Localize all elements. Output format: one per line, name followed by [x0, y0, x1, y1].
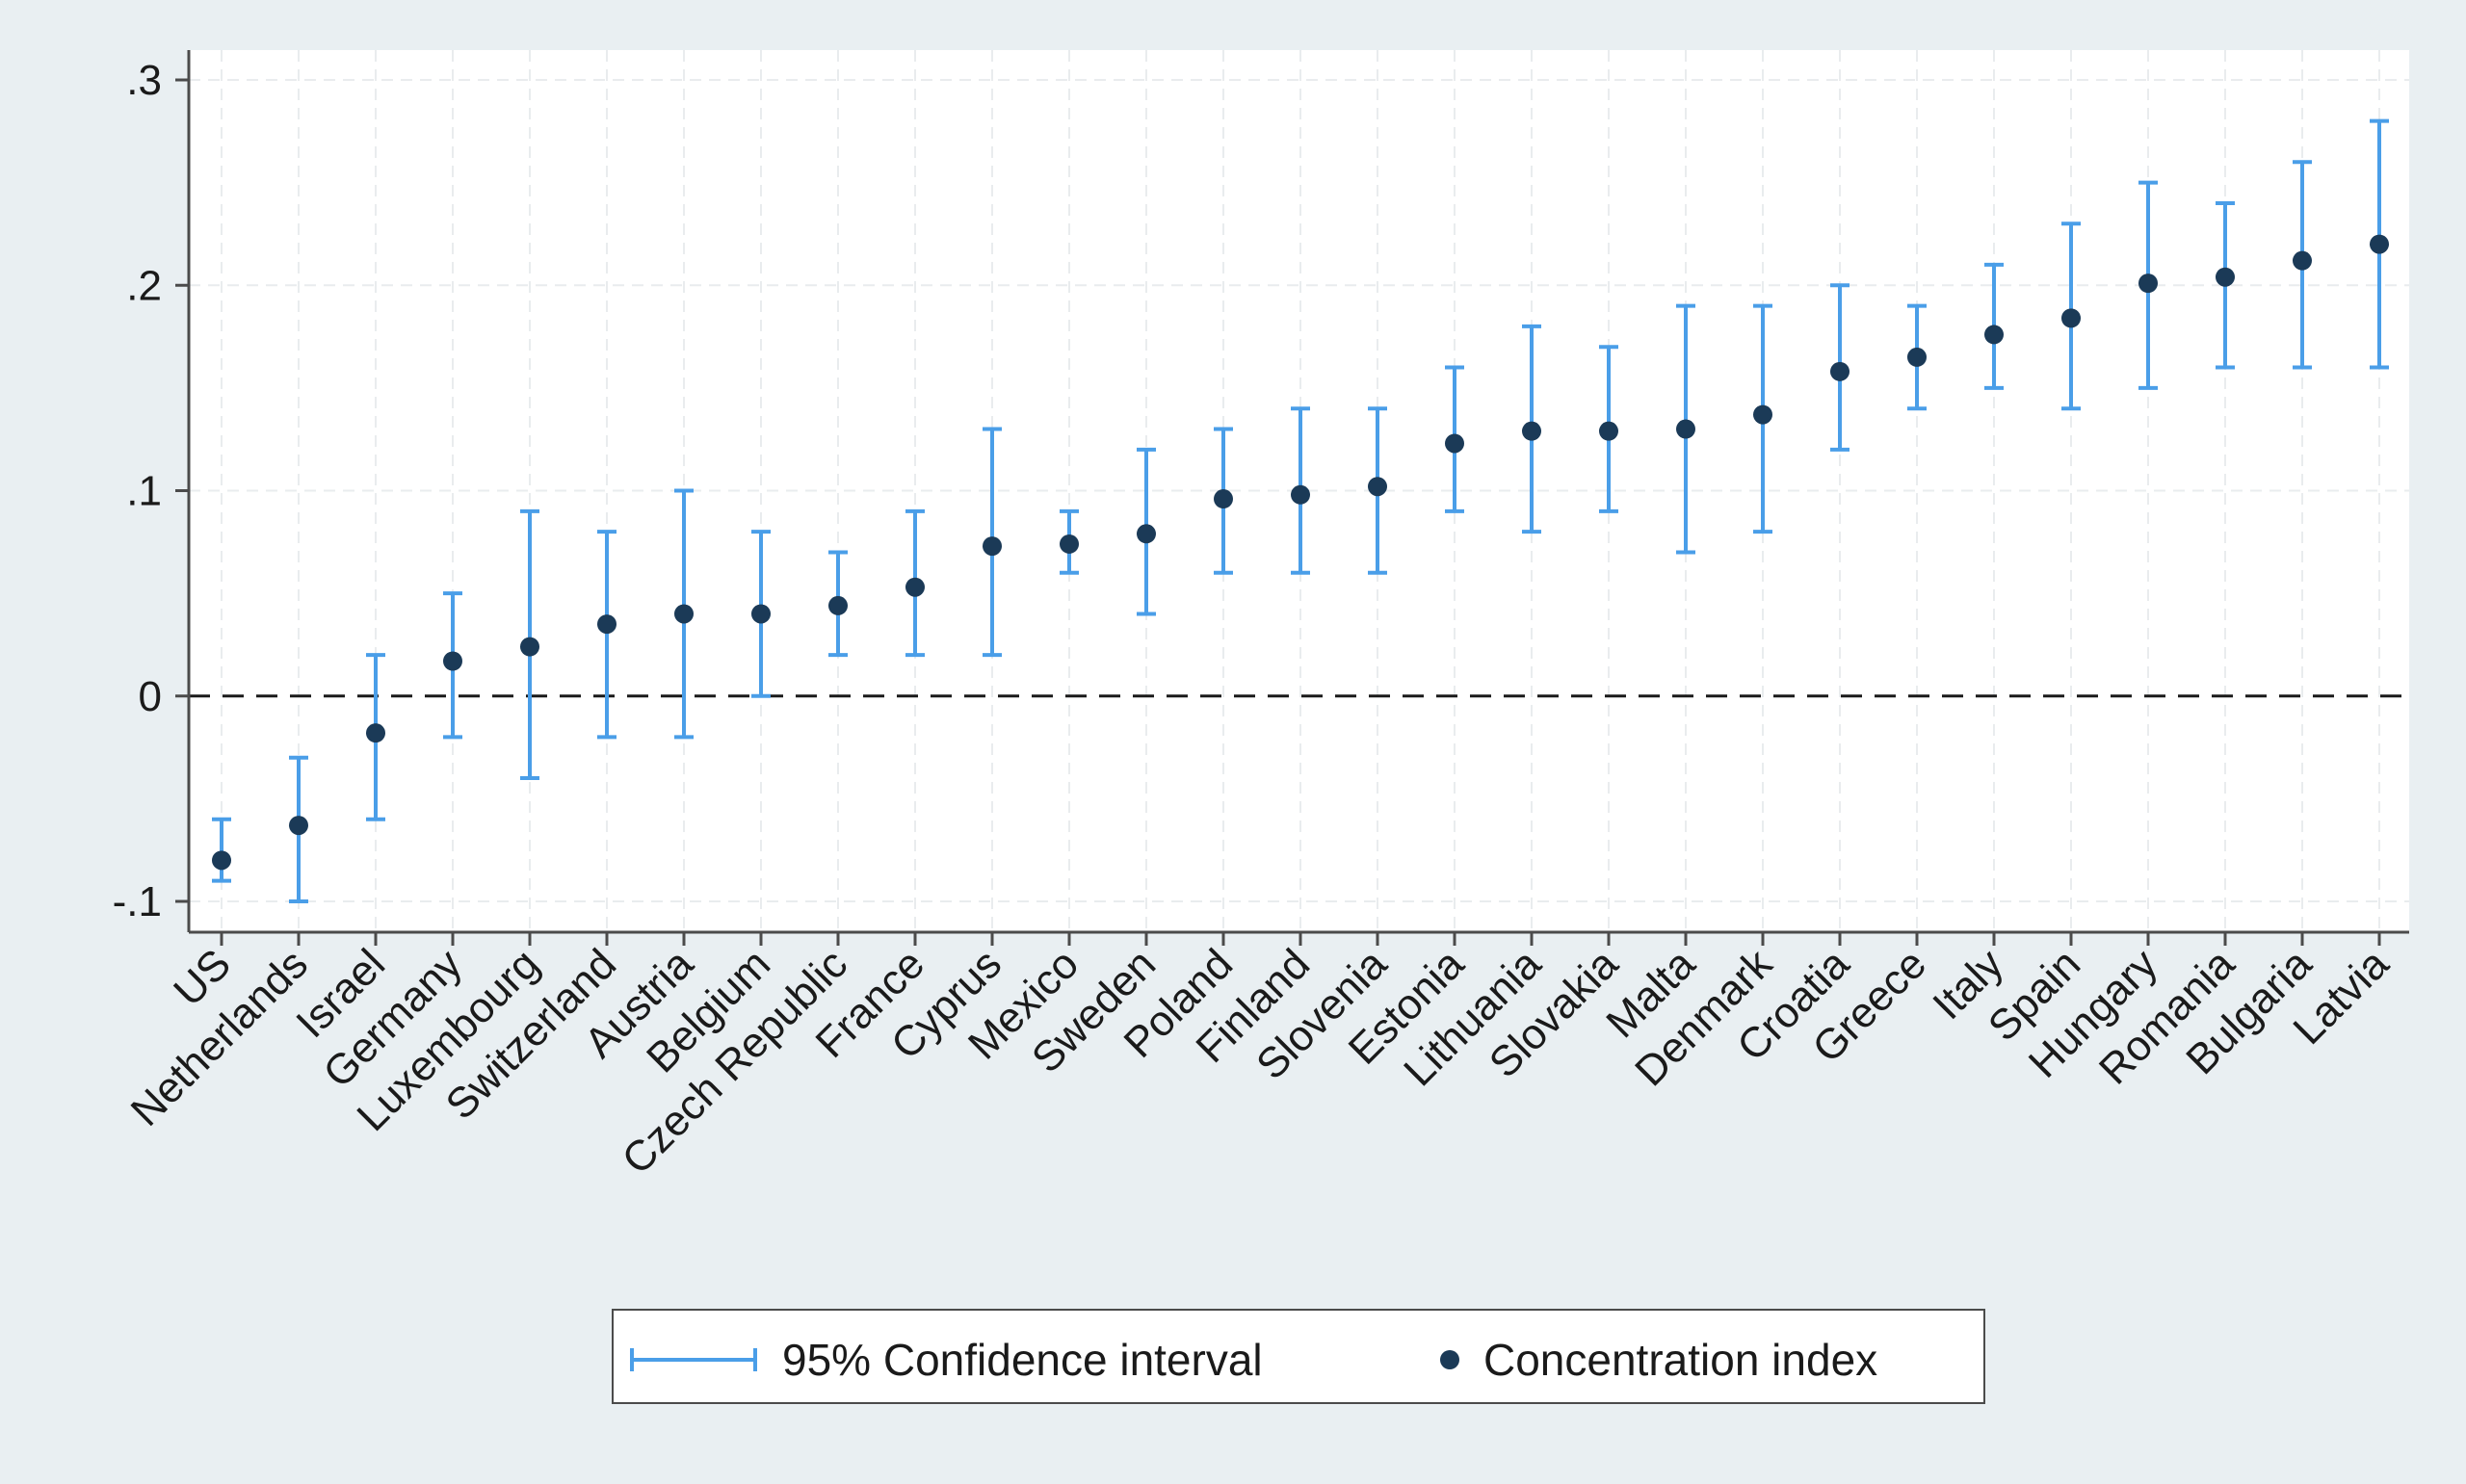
y-axis-ticks: -.1 0 .1 .2 .3 — [113, 57, 189, 925]
y-tick-label: .2 — [126, 262, 162, 309]
concentration-index-point — [1214, 489, 1233, 509]
concentration-index-point — [1907, 347, 1927, 367]
concentration-index-point — [597, 614, 616, 635]
concentration-index-point — [1060, 534, 1079, 554]
y-tick-label: -.1 — [113, 878, 162, 925]
concentration-index-point — [828, 595, 848, 615]
y-tick-label: 0 — [139, 673, 162, 720]
concentration-index-point — [1291, 484, 1310, 505]
concentration-index-point — [1368, 477, 1387, 497]
concentration-index-point — [983, 536, 1002, 557]
concentration-index-point — [366, 723, 385, 743]
concentration-index-point — [1445, 433, 1464, 454]
y-tick-label: .1 — [126, 468, 162, 515]
concentration-index-point — [2370, 234, 2389, 254]
concentration-index-point — [289, 816, 308, 836]
concentration-index-point — [2061, 308, 2081, 328]
concentration-index-point — [2138, 273, 2158, 294]
y-tick-label: .3 — [126, 57, 162, 104]
concentration-index-point — [2216, 267, 2235, 287]
legend-box — [612, 1309, 1985, 1404]
concentration-index-point — [2293, 250, 2312, 271]
legend: 95% Confidence interval Concentration in… — [612, 1309, 1985, 1404]
grid-lines — [189, 50, 2409, 932]
concentration-index-point — [674, 604, 694, 624]
concentration-index-point — [443, 651, 462, 671]
concentration-index-point — [1137, 524, 1156, 544]
ci-bar — [212, 817, 231, 883]
concentration-index-point — [751, 604, 771, 624]
ci-bar — [597, 530, 616, 740]
concentration-index-point — [520, 637, 539, 657]
legend-ci-symbol-icon — [630, 1348, 757, 1371]
concentration-index-point — [1753, 404, 1772, 425]
legend-ci-label: 95% Confidence interval — [782, 1335, 1263, 1385]
concentration-index-points — [212, 234, 2389, 871]
legend-dot-symbol-icon — [1440, 1350, 1459, 1369]
concentration-index-point — [1522, 421, 1541, 441]
x-axis-ticks: USNetherlandsIsraelGermanyLuxembourgSwit… — [122, 932, 2398, 1184]
concentration-index-point — [1984, 325, 2004, 345]
legend-point-label: Concentration index — [1483, 1335, 1877, 1385]
concentration-index-point — [905, 577, 925, 597]
concentration-index-point — [1676, 419, 1695, 439]
concentration-index-point — [1599, 421, 1618, 441]
concentration-index-point — [1830, 361, 1850, 381]
concentration-index-point — [212, 850, 231, 871]
